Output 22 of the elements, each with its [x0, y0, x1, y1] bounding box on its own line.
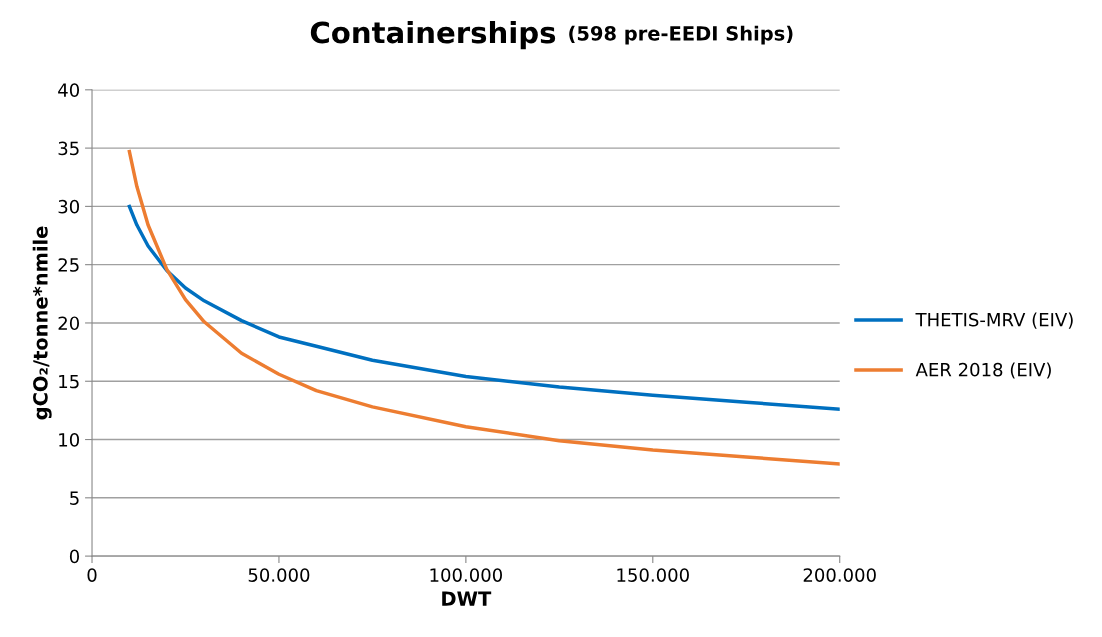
- y-tick-label: 5: [70, 491, 79, 505]
- y-tick-label: 20: [58, 316, 80, 331]
- y-tick-label: 15: [59, 374, 79, 389]
- y-axis-title: gCO₂/tonne*nmile: [32, 226, 52, 420]
- y-tick-label: 35: [58, 141, 79, 156]
- legend-label: AER 2018 (EIV): [915, 362, 1051, 379]
- chart-title: Containerships: [310, 20, 556, 50]
- x-tick-label: 0: [87, 568, 97, 582]
- y-tick-label: 30: [58, 199, 80, 214]
- line-series: [127, 149, 840, 466]
- x-axis-title: DWT: [442, 591, 492, 606]
- y-tick-label: 0: [69, 549, 80, 564]
- x-tick-label: 150.000: [617, 568, 689, 582]
- line-series: [127, 204, 840, 411]
- legend-label: THETIS-MRV (EIV): [915, 312, 1073, 329]
- x-tick-label: 200.000: [803, 568, 876, 582]
- y-tick-label: 40: [58, 83, 80, 97]
- x-tick-label: 50.000: [248, 568, 310, 582]
- x-tick-label: 100.000: [430, 568, 502, 582]
- y-tick-label: 10: [59, 432, 80, 447]
- y-tick-label: 25: [58, 258, 79, 272]
- chart-subtitle: (598 pre-EEDI Ships): [569, 25, 793, 45]
